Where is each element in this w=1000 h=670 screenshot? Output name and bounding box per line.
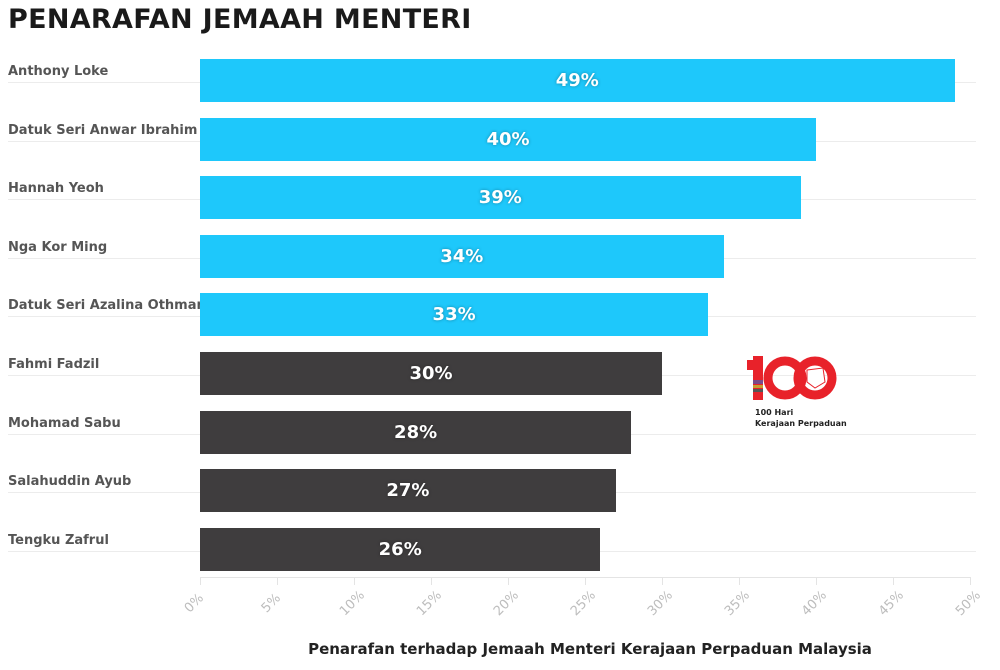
x-tick-label: 40% bbox=[798, 587, 830, 620]
x-tick-label: 25% bbox=[567, 587, 599, 620]
x-tick bbox=[816, 577, 817, 585]
bar: 49% bbox=[200, 59, 955, 102]
bar-label: Datuk Seri Anwar Ibrahim bbox=[8, 122, 198, 138]
bar-value-label: 27% bbox=[386, 480, 430, 502]
bar-label: Anthony Loke bbox=[8, 64, 109, 79]
bar-value-label: 49% bbox=[555, 70, 599, 91]
bar-value-label: 33% bbox=[432, 304, 476, 326]
x-tick-label: 0% bbox=[181, 590, 207, 617]
x-tick-label: 45% bbox=[875, 587, 907, 620]
bar-value-label: 28% bbox=[394, 421, 438, 443]
chart-title: PENARAFAN JEMAAH MENTERI bbox=[8, 4, 472, 35]
bar-label: Hannah Yeoh bbox=[8, 181, 104, 197]
x-tick bbox=[585, 577, 586, 585]
x-tick bbox=[354, 577, 355, 585]
logo-text-line1: 100 Hari bbox=[755, 408, 794, 417]
x-tick bbox=[893, 577, 894, 585]
bar: 27% bbox=[200, 469, 616, 513]
x-tick bbox=[431, 577, 432, 585]
x-tick bbox=[970, 577, 971, 585]
logo-text-line2: Kerajaan Perpaduan bbox=[755, 419, 847, 428]
x-tick bbox=[739, 577, 740, 585]
bar-value-label: 40% bbox=[486, 128, 530, 150]
bar: 33% bbox=[200, 293, 709, 337]
bar-value-label: 30% bbox=[409, 363, 453, 384]
bar: 30% bbox=[200, 352, 662, 395]
x-axis-label: Penarafan terhadap Jemaah Menteri Keraja… bbox=[308, 640, 872, 658]
x-tick-label: 5% bbox=[258, 590, 284, 617]
x-tick-label: 15% bbox=[413, 587, 445, 620]
100-days-logo-icon bbox=[747, 356, 837, 400]
bar-value-label: 26% bbox=[378, 538, 422, 560]
bar-label: Mohamad Sabu bbox=[8, 415, 121, 431]
bar: 39% bbox=[200, 176, 801, 220]
x-tick-label: 30% bbox=[644, 587, 676, 620]
bar: 34% bbox=[200, 234, 724, 278]
bar-label: Nga Kor Ming bbox=[8, 239, 108, 255]
bar: 28% bbox=[200, 410, 632, 454]
x-tick bbox=[508, 577, 509, 585]
x-tick-label: 20% bbox=[490, 587, 522, 620]
x-tick bbox=[277, 577, 278, 585]
x-tick bbox=[200, 577, 201, 585]
bar-label: Datuk Seri Azalina Othman bbox=[8, 298, 206, 314]
x-tick-label: 50% bbox=[952, 587, 984, 620]
bar-label: Salahuddin Ayub bbox=[8, 474, 132, 490]
bar-value-label: 39% bbox=[478, 187, 522, 209]
bar-value-label: 34% bbox=[440, 245, 484, 267]
x-tick-label: 10% bbox=[336, 587, 368, 620]
bar: 40% bbox=[200, 117, 816, 161]
bar: 26% bbox=[200, 527, 601, 571]
bar-label: Tengku Zafrul bbox=[8, 532, 109, 548]
x-tick bbox=[662, 577, 663, 585]
x-tick-label: 35% bbox=[721, 587, 753, 620]
bar-label: Fahmi Fadzil bbox=[8, 357, 100, 372]
